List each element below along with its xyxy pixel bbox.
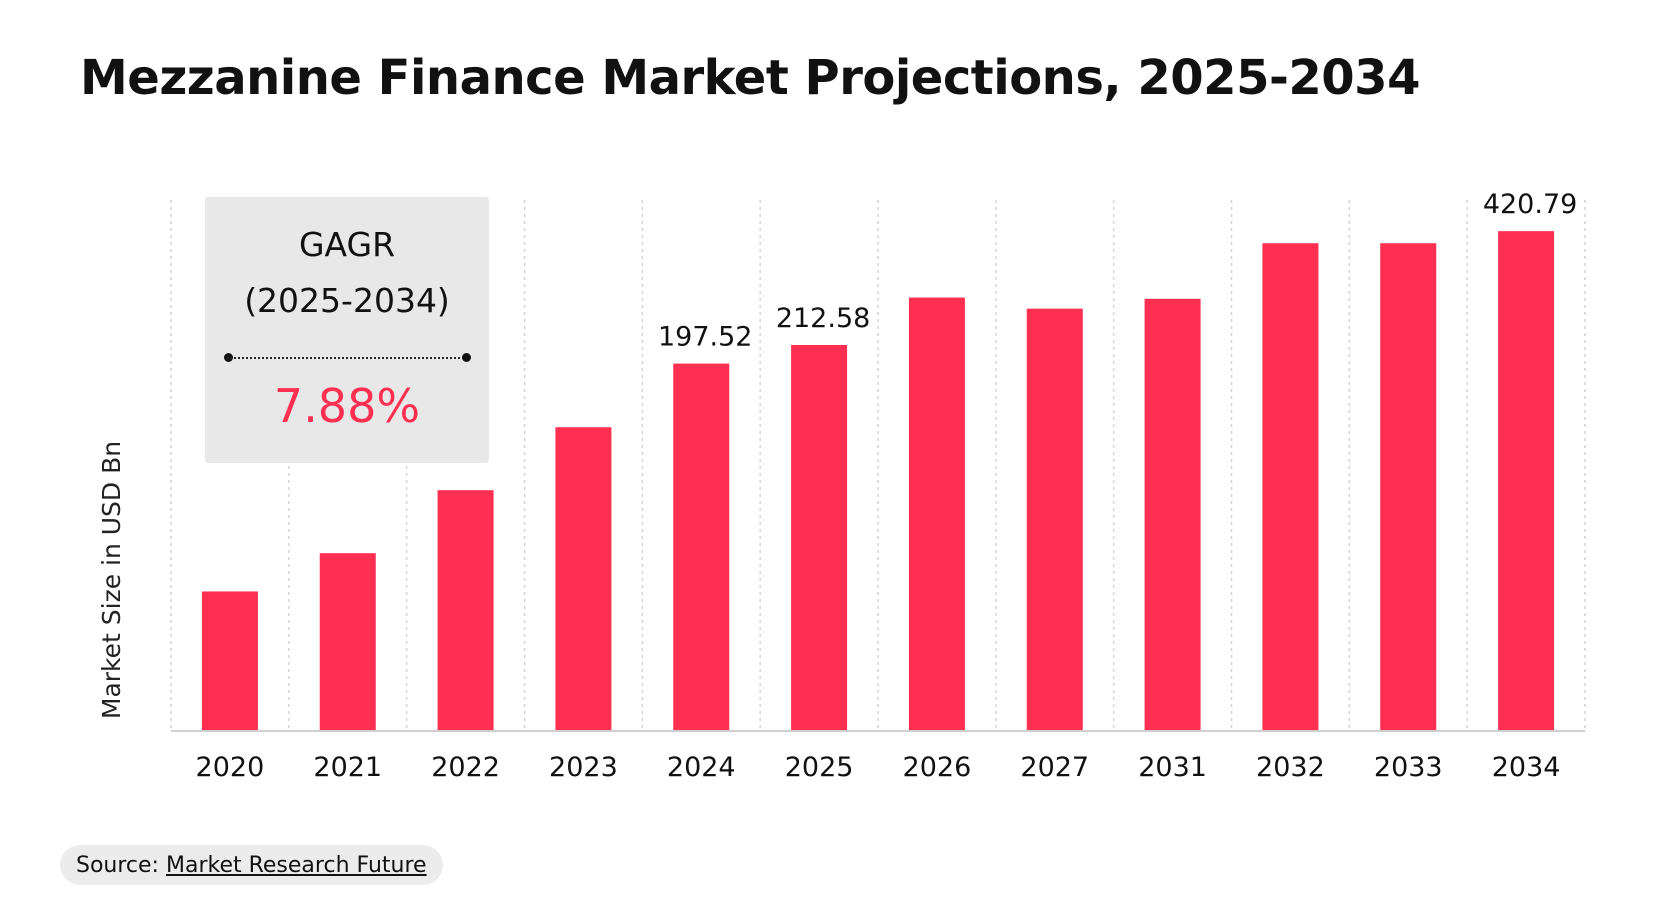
x-tick-label-2022: 2022 [431, 752, 500, 783]
x-tick-label-2032: 2032 [1256, 752, 1325, 783]
data-label-2034: 420.79 [1483, 189, 1577, 220]
bar-2024 [673, 363, 730, 731]
x-tick-label-2034: 2034 [1492, 752, 1561, 783]
bar-2027 [1026, 308, 1083, 731]
cagr-period: (2025-2034) [244, 281, 450, 320]
bar-2025 [791, 345, 848, 731]
data-labels: 197.52 212.58 420.79 [658, 189, 1577, 352]
x-tick-label-2024: 2024 [667, 752, 736, 783]
bar-2034 [1498, 231, 1555, 732]
x-tick-label-2026: 2026 [903, 752, 972, 783]
y-axis-label: Market Size in USD Bn [97, 441, 126, 719]
bar-2026 [908, 297, 965, 731]
cagr-value: 7.88% [273, 379, 421, 433]
x-tick-label-2025: 2025 [785, 752, 854, 783]
x-tick-label-2031: 2031 [1138, 752, 1207, 783]
x-tick-label-2023: 2023 [549, 752, 618, 783]
bar-2021 [319, 553, 376, 731]
x-tick-labels: 2020 2021 2022 2023 2024 2025 2026 2027 2031 2032… [196, 752, 1561, 783]
chart-title: Mezzanine Finance Market Projections, 20… [80, 50, 1420, 106]
bar-2022 [437, 490, 494, 731]
bar-2032 [1262, 243, 1319, 731]
bars [201, 231, 1555, 732]
data-label-2024: 197.52 [658, 322, 752, 353]
x-tick-label-2033: 2033 [1374, 752, 1443, 783]
source-prefix: Source: [76, 852, 159, 878]
x-tick-label-2027: 2027 [1020, 752, 1089, 783]
bar-2020 [201, 591, 258, 731]
bar-2031 [1144, 298, 1201, 731]
x-tick-label-2021: 2021 [313, 752, 382, 783]
data-label-2025: 212.58 [776, 303, 870, 334]
bar-2033 [1380, 243, 1437, 731]
cagr-label: GAGR [298, 225, 396, 264]
source-credit: Source: Market Research Future [60, 845, 443, 885]
divider-dot-right [462, 353, 471, 362]
source-link[interactable]: Market Research Future [165, 852, 427, 878]
x-tick-label-2020: 2020 [196, 752, 265, 783]
cagr-callout-box: GAGR (2025-2034) 7.88% [205, 197, 489, 463]
cagr-divider [227, 357, 467, 359]
bar-2023 [555, 427, 612, 731]
grid-lines [170, 200, 1586, 731]
